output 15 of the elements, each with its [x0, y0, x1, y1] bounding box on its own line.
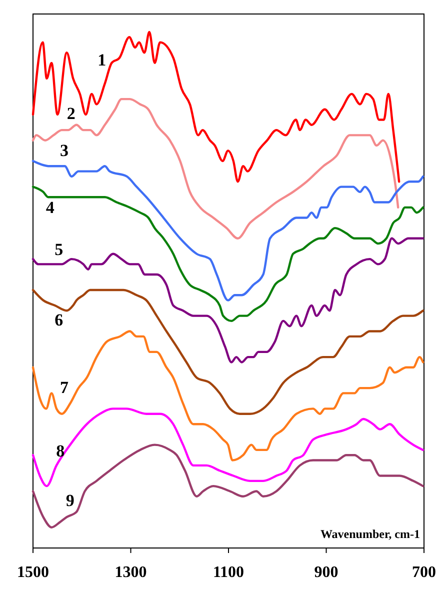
- x-tick-label: 1300: [114, 564, 147, 581]
- series-label: 3: [60, 141, 69, 160]
- x-tick-label: 1100: [212, 564, 244, 581]
- series-label: 8: [56, 441, 65, 460]
- x-tick-label: 900: [314, 564, 338, 581]
- series-label: 1: [98, 50, 106, 70]
- series-label: 6: [54, 310, 64, 330]
- x-axis-title: Wavenumber, cm-1: [320, 527, 420, 541]
- series-label: 4: [46, 198, 55, 218]
- series-label: 9: [66, 490, 74, 510]
- series-label: 5: [54, 240, 64, 260]
- x-tick-label: 700: [412, 564, 436, 581]
- series-label: 7: [60, 378, 70, 397]
- series-label: 2: [66, 104, 76, 123]
- x-tick-label: 1500: [17, 564, 49, 581]
